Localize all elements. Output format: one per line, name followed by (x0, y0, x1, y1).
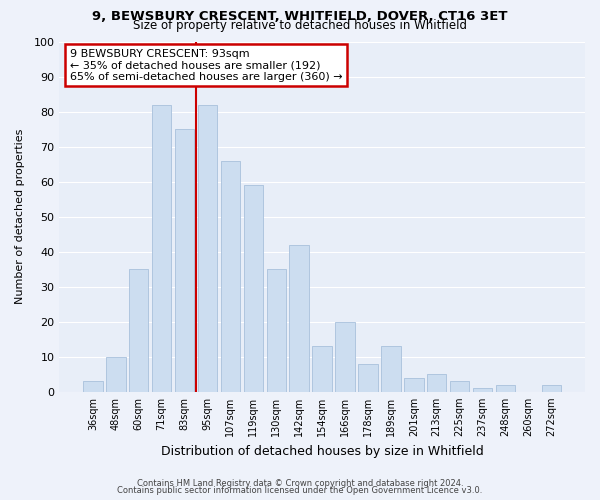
Text: Size of property relative to detached houses in Whitfield: Size of property relative to detached ho… (133, 19, 467, 32)
Bar (358, 364, 377, 392)
Bar (175, 129, 194, 392)
Text: Contains public sector information licensed under the Open Government Licence v3: Contains public sector information licen… (118, 486, 482, 495)
Bar (404, 378, 424, 392)
Bar (450, 382, 469, 392)
Bar (427, 374, 446, 392)
Bar (289, 244, 309, 392)
Bar (198, 104, 217, 392)
Bar (129, 269, 148, 392)
X-axis label: Distribution of detached houses by size in Whitfield: Distribution of detached houses by size … (161, 444, 484, 458)
Bar (244, 185, 263, 392)
Bar (496, 385, 515, 392)
Text: 9, BEWSBURY CRESCENT, WHITFIELD, DOVER, CT16 3ET: 9, BEWSBURY CRESCENT, WHITFIELD, DOVER, … (92, 10, 508, 23)
Bar (335, 322, 355, 392)
Y-axis label: Number of detached properties: Number of detached properties (15, 129, 25, 304)
Bar (221, 160, 240, 392)
Text: 9 BEWSBURY CRESCENT: 93sqm
← 35% of detached houses are smaller (192)
65% of sem: 9 BEWSBURY CRESCENT: 93sqm ← 35% of deta… (70, 48, 343, 82)
Bar (313, 346, 332, 392)
Bar (542, 385, 561, 392)
Bar (106, 357, 125, 392)
Bar (473, 388, 493, 392)
Bar (152, 104, 172, 392)
Bar (266, 269, 286, 392)
Bar (381, 346, 401, 392)
Bar (83, 382, 103, 392)
Text: Contains HM Land Registry data © Crown copyright and database right 2024.: Contains HM Land Registry data © Crown c… (137, 478, 463, 488)
